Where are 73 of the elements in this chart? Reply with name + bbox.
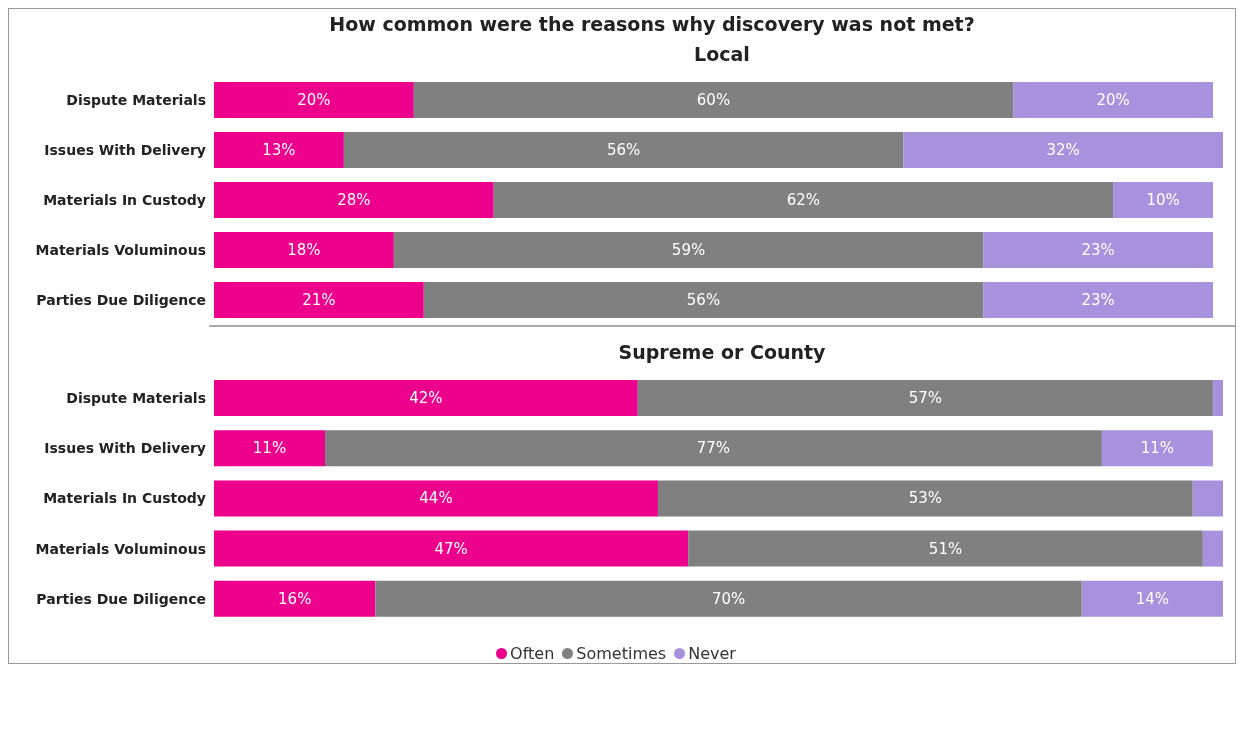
bar [214,380,638,416]
data-label: 23% [1081,291,1115,309]
data-label: 32% [1046,141,1080,159]
y-tick-label: Dispute Materials [66,91,206,108]
bar [413,82,1014,118]
y-tick-label: Parties Due Diligence [36,590,206,607]
data-label: 42% [409,389,443,407]
bar [983,282,1214,318]
y-tick-label: Materials Voluminous [35,241,206,258]
bar [983,232,1214,268]
bar [214,430,325,467]
data-label: 16% [278,589,312,608]
y-tick-label: Dispute Materials [66,390,206,407]
data-label: 14% [1135,589,1170,608]
data-label: 28% [337,191,371,209]
data-label: 56% [606,141,641,159]
bar [324,430,1102,467]
data-label: 59% [671,241,706,259]
y-tick-label: Parties Due Diligence [36,291,206,308]
y-tick-label: Materials In Custody [43,490,206,507]
y-tick-label: Issues With Delivery [44,440,206,457]
bar [1113,182,1214,218]
bar [1101,430,1213,467]
bar [1212,380,1223,416]
data-label: 47% [434,539,468,558]
data-label: 11% [252,439,287,458]
legend-label: Often [510,644,555,663]
data-label: 23% [1081,241,1115,259]
data-label: 21% [302,291,336,309]
bar [1202,530,1223,567]
bar [657,480,1193,517]
bar [1192,480,1223,517]
bar [214,580,376,617]
bar [637,380,1213,416]
bar [1013,82,1214,118]
data-label: 11% [1140,439,1175,458]
bar [214,182,494,218]
bar [903,132,1223,168]
chart-title: Supreme or County [617,341,827,363]
legend-label: Never [688,644,736,663]
bar [214,480,658,517]
y-tick-label: Issues With Delivery [44,141,206,158]
data-label: 20% [297,91,331,109]
data-label: 44% [419,489,453,508]
bar [1081,580,1223,617]
data-label: 53% [908,489,943,508]
bar [214,232,394,268]
chart-subtitle: Local [693,43,751,65]
bar [214,530,689,567]
data-label: 10% [1146,191,1180,209]
bar [375,580,1082,617]
bar [214,132,344,168]
data-label: 18% [287,241,321,259]
y-tick-label: Materials In Custody [43,191,206,208]
data-label: 77% [696,439,731,458]
bar [493,182,1114,218]
bar [214,282,424,318]
data-label: 56% [686,291,721,309]
y-tick-label: Materials Voluminous [35,540,206,557]
data-label: 51% [928,539,963,558]
bar [214,82,414,118]
data-label: 13% [262,141,296,159]
data-label: 60% [696,91,731,109]
bar [393,232,984,268]
bar [423,282,984,318]
bar [688,530,1203,567]
data-label: 62% [786,191,821,209]
legend-label: Sometimes [576,644,667,663]
data-label: 70% [711,589,746,608]
bar [343,132,904,168]
data-label: 20% [1096,91,1130,109]
chart-title: How common were the reasons why discovery was not met? [328,13,976,35]
data-label: 57% [908,389,943,407]
